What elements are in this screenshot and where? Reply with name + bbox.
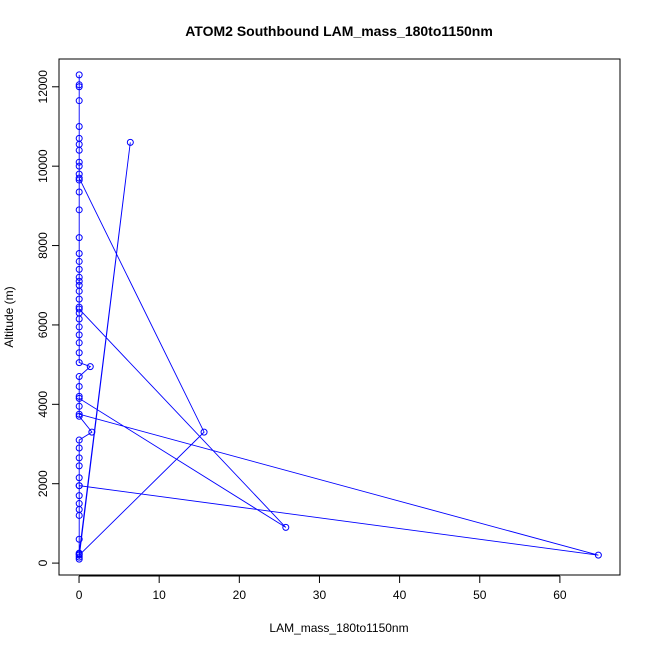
data-point: [75, 71, 83, 79]
data-point: [75, 122, 83, 130]
data-point: [75, 277, 83, 285]
data-point: [75, 349, 83, 357]
data-point: [75, 482, 83, 490]
x-tick-label: 10: [152, 588, 166, 602]
data-point: [75, 444, 83, 452]
data-point: [75, 295, 83, 303]
data-point: [75, 436, 83, 444]
data-point: [282, 523, 290, 531]
data-point: [126, 138, 134, 146]
data-point: [75, 234, 83, 242]
data-point: [200, 428, 208, 436]
y-tick-label: 8000: [36, 232, 50, 259]
data-point: [594, 551, 602, 559]
y-tick-label: 4000: [36, 391, 50, 418]
data-point: [75, 373, 83, 381]
data-point: [75, 83, 83, 91]
data-point: [75, 412, 83, 420]
series-layer: [75, 71, 602, 563]
y-tick-label: 12000: [36, 70, 50, 104]
data-point: [75, 206, 83, 214]
data-point: [75, 410, 83, 418]
data-point: [75, 146, 83, 154]
data-point: [75, 382, 83, 390]
data-point: [75, 535, 83, 543]
y-axis-label: Altitude (m): [2, 286, 16, 347]
x-tick-label: 20: [233, 588, 247, 602]
data-point: [75, 555, 83, 563]
data-point: [75, 359, 83, 367]
y-tick-label: 0: [36, 559, 50, 566]
data-point: [75, 176, 83, 184]
data-point: [75, 188, 83, 196]
x-tick-label: 50: [473, 588, 487, 602]
data-point: [75, 394, 83, 402]
data-point: [75, 511, 83, 519]
data-point: [75, 249, 83, 257]
x-tick-label: 30: [313, 588, 327, 602]
data-point: [75, 287, 83, 295]
data-point: [75, 550, 83, 558]
data-point: [75, 323, 83, 331]
data-point: [75, 454, 83, 462]
data-point: [75, 339, 83, 347]
data-point: [75, 158, 83, 166]
data-point: [75, 331, 83, 339]
data-point: [75, 97, 83, 105]
data-point: [75, 257, 83, 265]
data-point: [75, 553, 83, 561]
data-point: [75, 273, 83, 281]
data-point: [75, 462, 83, 470]
y-tick-label: 6000: [36, 311, 50, 338]
data-point: [75, 305, 83, 313]
data-point: [75, 174, 83, 182]
data-point: [88, 428, 96, 436]
data-point: [75, 81, 83, 89]
data-point: [86, 363, 94, 371]
data-point: [75, 162, 83, 170]
data-point: [75, 474, 83, 482]
y-tick-label: 2000: [36, 470, 50, 497]
y-axis: 0 2000 4000 6000 8000 10000 12000: [36, 70, 60, 566]
series-line: [78, 74, 599, 560]
data-point: [75, 402, 83, 410]
chart-title: ATOM2 Southbound LAM_mass_180to1150nm: [185, 23, 493, 39]
data-point: [75, 265, 83, 273]
x-tick-label: 0: [76, 588, 83, 602]
y-tick-label: 10000: [36, 149, 50, 183]
data-point: [75, 392, 83, 400]
data-point: [75, 492, 83, 500]
x-tick-label: 60: [553, 588, 567, 602]
x-axis-label: LAM_mass_180to1150nm: [269, 621, 408, 635]
x-axis: 0 10 20 30 40 50 60: [76, 575, 567, 602]
data-point: [75, 315, 83, 323]
x-tick-label: 40: [393, 588, 407, 602]
